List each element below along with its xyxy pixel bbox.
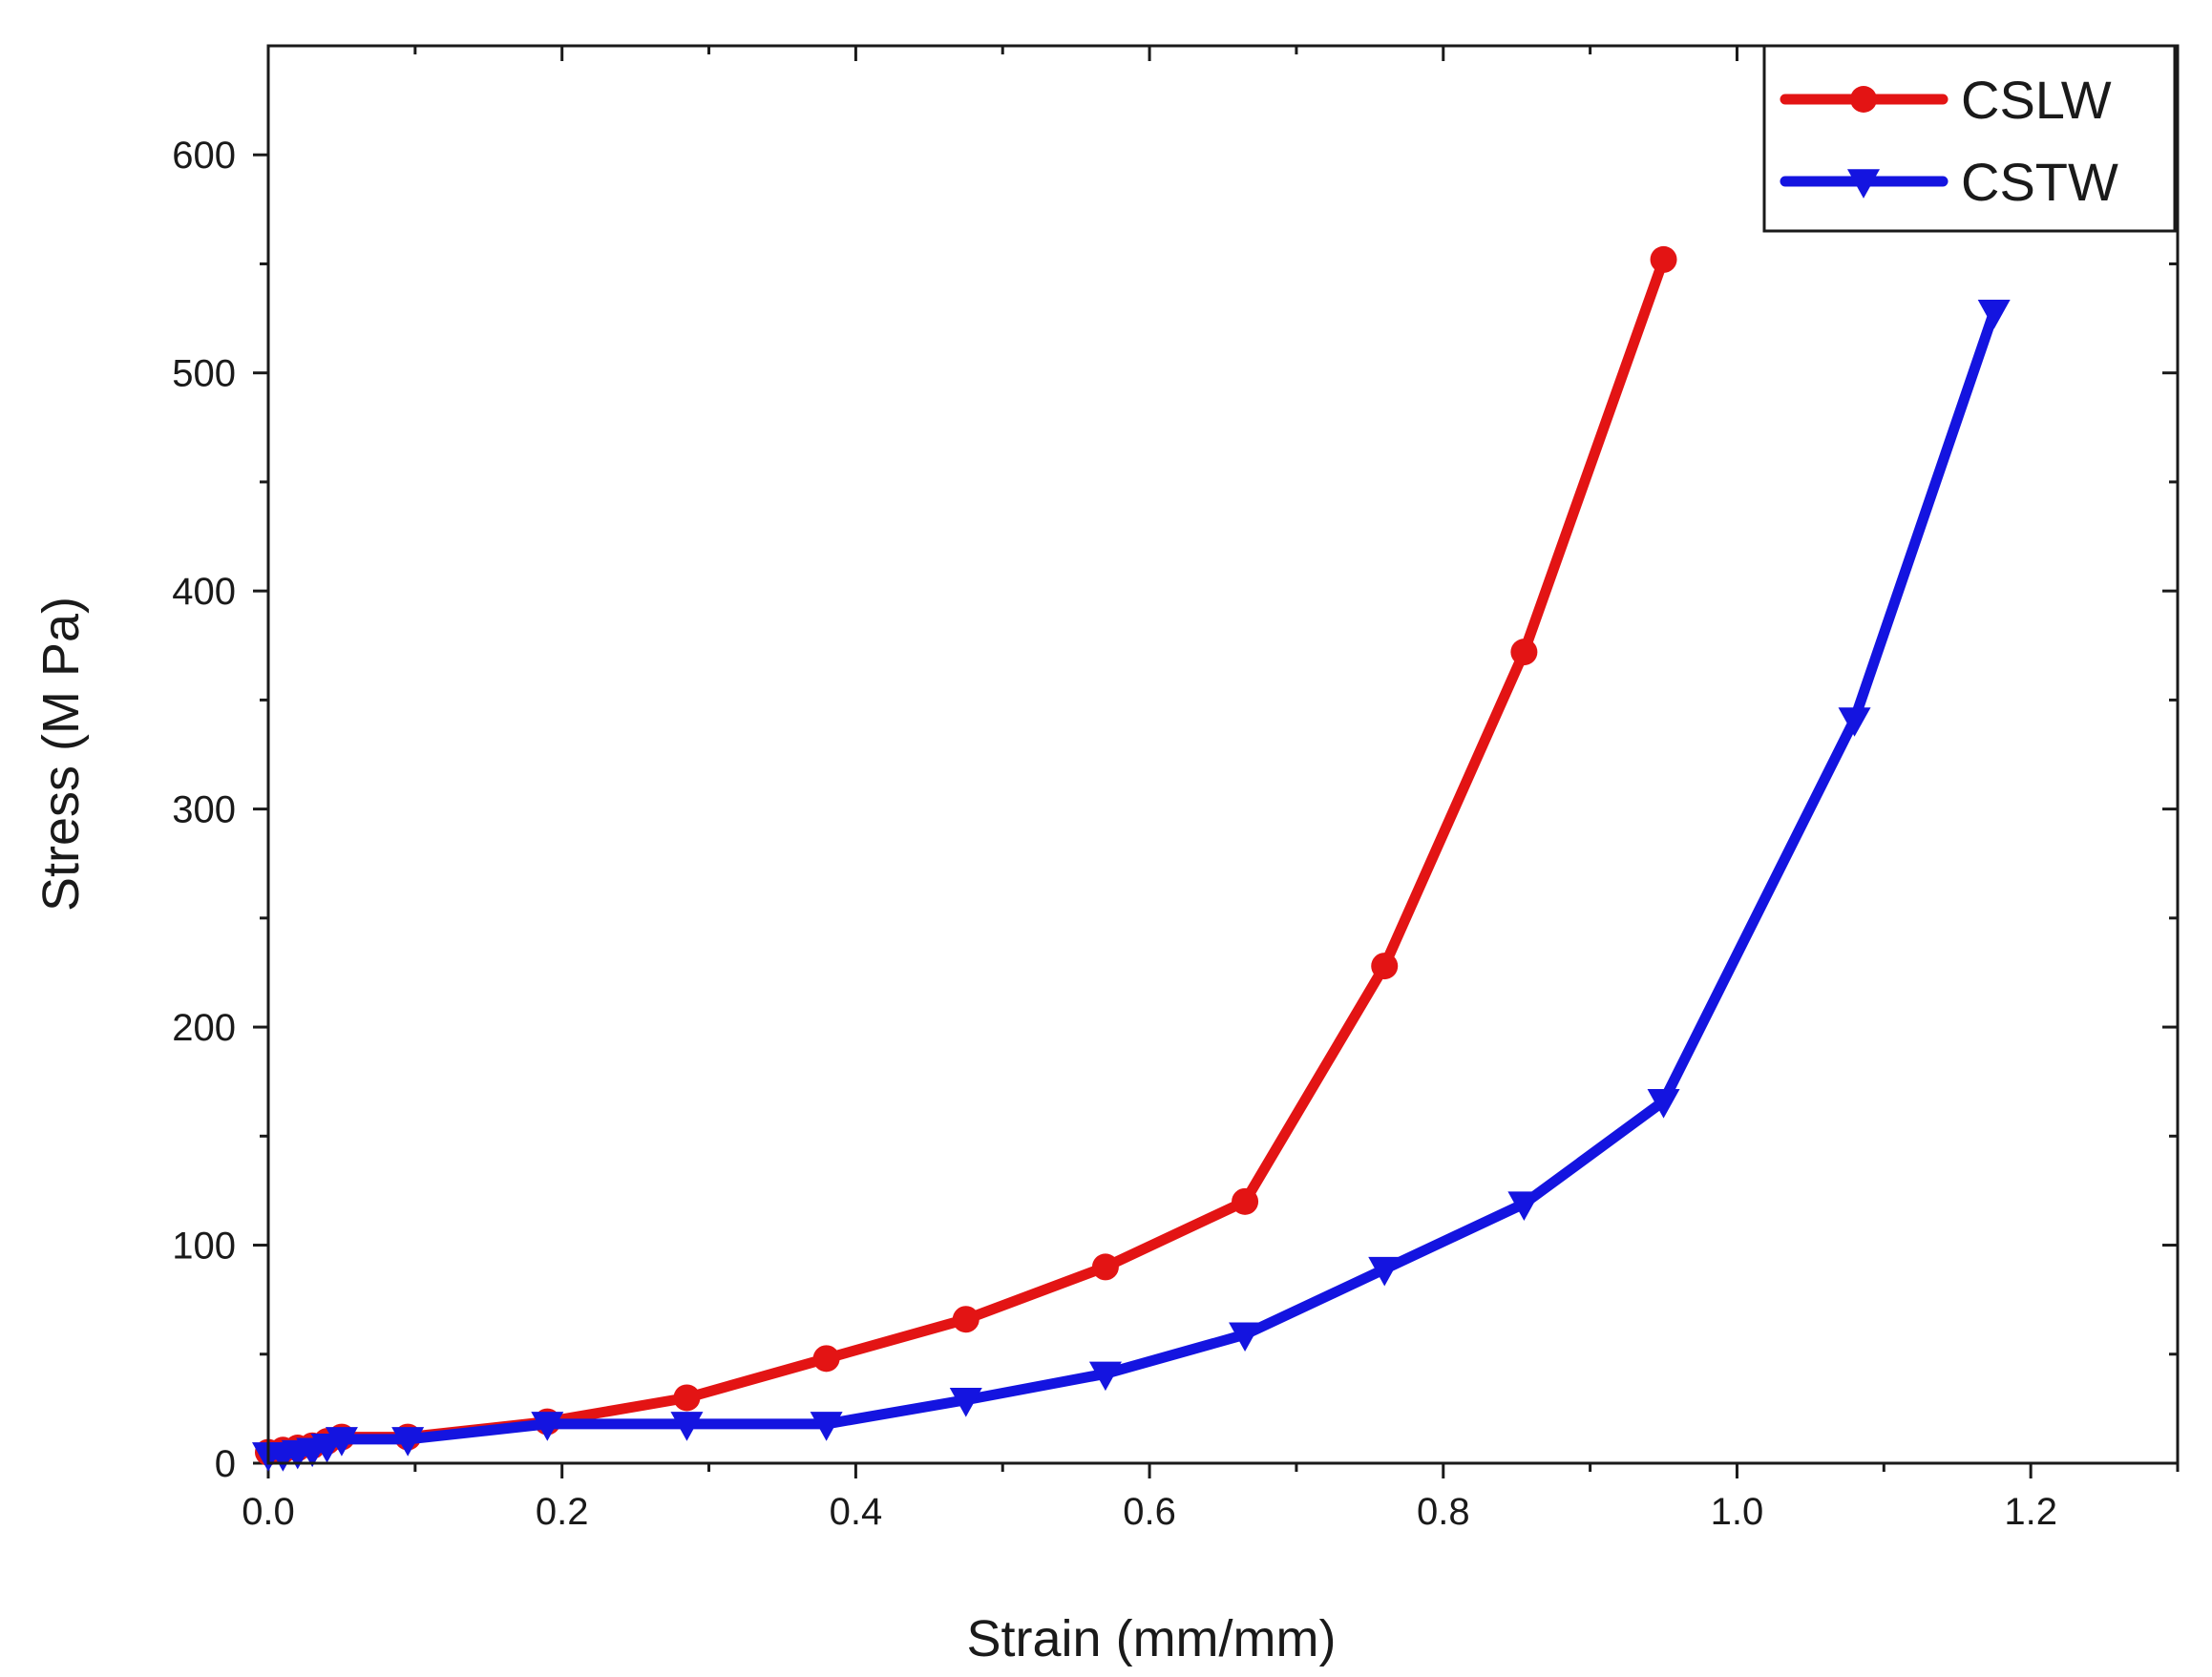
y-tick-label: 600 bbox=[172, 135, 236, 177]
data-point-cslw bbox=[812, 1345, 840, 1373]
y-tick-label: 400 bbox=[172, 571, 236, 613]
data-point-cstw bbox=[1507, 1191, 1541, 1221]
x-tick-label: 0.2 bbox=[536, 1491, 589, 1533]
x-tick-label: 0.8 bbox=[1417, 1491, 1470, 1533]
x-tick-label: 0.0 bbox=[242, 1491, 295, 1533]
data-point-cslw bbox=[1232, 1187, 1259, 1215]
x-axis-title: Strain (mm/mm) bbox=[967, 1610, 1337, 1667]
data-point-cstw bbox=[670, 1412, 704, 1441]
data-point-cslw bbox=[952, 1306, 980, 1333]
data-point-cslw bbox=[1510, 639, 1538, 666]
legend-marker-cslw bbox=[1850, 86, 1877, 113]
data-point-cslw bbox=[1371, 953, 1399, 980]
data-point-cstw bbox=[1088, 1361, 1122, 1392]
legend: CSLW CSTW bbox=[1762, 44, 2177, 233]
data-point-cstw bbox=[810, 1412, 843, 1441]
y-axis-title: Stress (M Pa) bbox=[32, 597, 90, 912]
data-point-cstw bbox=[1368, 1256, 1401, 1287]
data-point-cstw bbox=[1647, 1089, 1680, 1119]
series-cstw bbox=[252, 299, 2011, 1472]
y-tick-label: 200 bbox=[172, 1007, 236, 1049]
data-point-cslw bbox=[1091, 1253, 1119, 1281]
data-point-cstw bbox=[949, 1387, 982, 1417]
data-point-cstw bbox=[531, 1412, 564, 1441]
y-tick-label: 100 bbox=[172, 1226, 236, 1268]
data-point-cstw bbox=[1229, 1322, 1262, 1352]
legend-frame bbox=[1762, 44, 2177, 233]
plot-frame bbox=[266, 44, 2180, 1465]
labels-layer: 0.0 0.2 0.4 0.6 0.8 1.0 1.2 0 100 200 300 400 500 600 bbox=[172, 135, 2057, 1533]
y-tick-label: 500 bbox=[172, 353, 236, 395]
legend-label-cslw: CSLW bbox=[1961, 70, 2112, 130]
x-tick-label: 1.0 bbox=[1711, 1491, 1764, 1533]
legend-label-cstw: CSTW bbox=[1961, 152, 2118, 212]
y-tick-label: 0 bbox=[215, 1443, 236, 1485]
data-point-cstw bbox=[1838, 707, 1871, 737]
data-point-cslw bbox=[673, 1384, 701, 1412]
data-point-cstw bbox=[391, 1427, 425, 1457]
data-point-cslw bbox=[1650, 245, 1677, 273]
series-layer bbox=[252, 245, 2011, 1472]
data-point-cstw bbox=[325, 1427, 358, 1457]
x-tick-label: 0.6 bbox=[1123, 1491, 1176, 1533]
legend-marker-cstw bbox=[1847, 169, 1880, 199]
y-tick-label: 300 bbox=[172, 789, 236, 831]
x-tick-label: 0.4 bbox=[830, 1491, 883, 1533]
x-tick-label: 1.2 bbox=[2004, 1491, 2057, 1533]
data-point-cstw bbox=[1977, 299, 2011, 329]
